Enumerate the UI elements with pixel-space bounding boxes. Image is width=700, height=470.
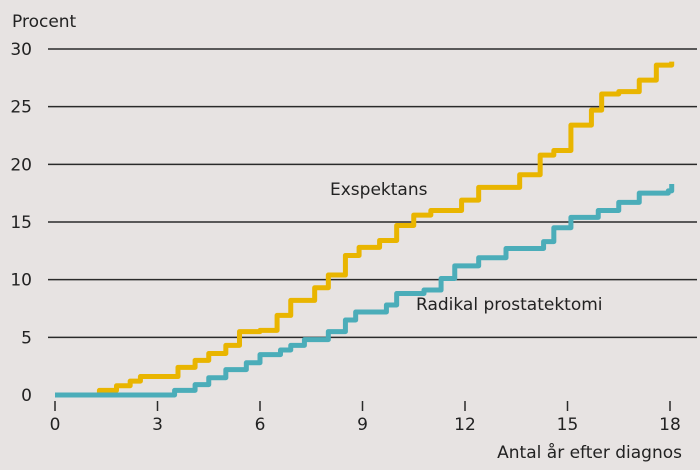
y-tick-label: 20 [10, 155, 32, 175]
y-tick-label: 15 [10, 213, 32, 233]
x-axis-label: Antal år efter diagnos [497, 442, 682, 463]
annotation-exspektans: Exspektans [330, 180, 428, 200]
x-tick-label: 0 [50, 415, 61, 435]
x-tick-label: 6 [255, 415, 266, 435]
x-tick-label: 3 [152, 415, 163, 435]
y-tick-label: 25 [10, 98, 32, 118]
y-tick-label: 0 [21, 386, 32, 406]
y-tick-label: 30 [10, 40, 32, 60]
x-tick-label: 12 [454, 415, 476, 435]
series-line-exspektans [55, 61, 675, 398]
y-axis-label: Procent [12, 12, 77, 32]
y-tick-label: 10 [10, 271, 32, 291]
x-tick-label: 15 [557, 415, 579, 435]
annotation-radikal-prostatektomi: Radikal prostatektomi [416, 295, 603, 315]
x-tick-label: 18 [659, 415, 681, 435]
series-line-radikal-prostatektomi [55, 183, 675, 398]
y-tick-label: 5 [21, 328, 32, 348]
x-tick-label: 9 [357, 415, 368, 435]
